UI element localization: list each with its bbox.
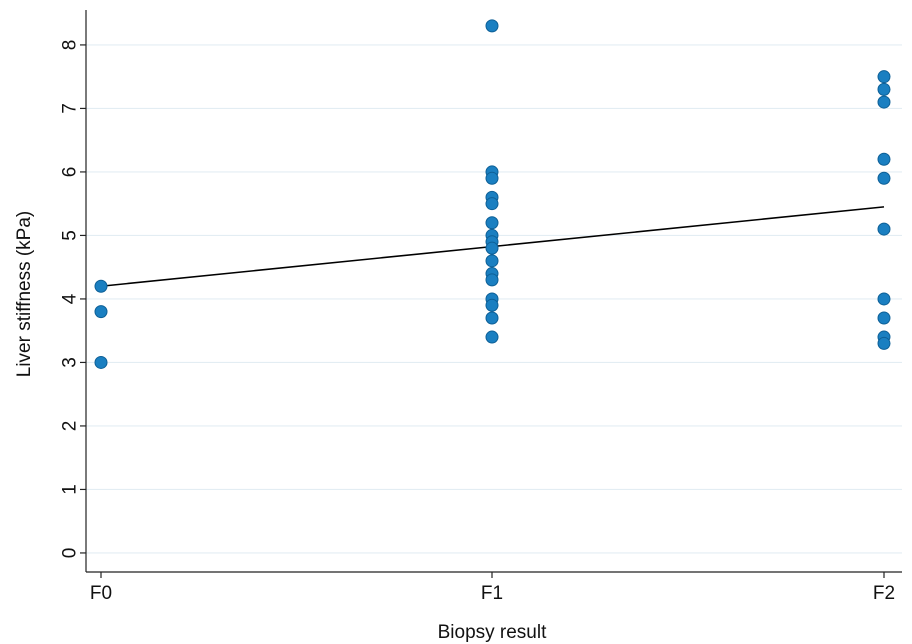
y-tick-label-0: 0: [60, 548, 81, 559]
data-point: [485, 298, 499, 312]
data-point: [94, 305, 108, 319]
data-point: [877, 152, 891, 166]
data-point: [877, 222, 891, 236]
data-point: [485, 197, 499, 211]
data-point: [94, 355, 108, 369]
y-tick-label-2: 2: [60, 421, 81, 432]
data-point: [877, 171, 891, 185]
y-tick-label-3: 3: [60, 357, 81, 368]
data-point: [485, 311, 499, 325]
data-point: [877, 95, 891, 109]
data-point: [877, 311, 891, 325]
y-tick-label-8: 8: [60, 40, 81, 51]
axes: 0 1 2 3 4 5 6 7 8 F0 F1 F2: [60, 10, 902, 604]
data-point: [485, 330, 499, 344]
data-point: [485, 216, 499, 230]
x-tick-label-F2: F2: [873, 583, 895, 604]
data-point: [877, 336, 891, 350]
y-tick-label-1: 1: [60, 484, 81, 495]
data-point: [485, 241, 499, 255]
data-point: [877, 292, 891, 306]
data-point: [485, 273, 499, 287]
y-tick-label-6: 6: [60, 167, 81, 178]
data-point: [485, 171, 499, 185]
y-tick-label-7: 7: [60, 103, 81, 114]
data-points: [94, 19, 891, 369]
data-point: [485, 19, 499, 33]
x-tick-label-F1: F1: [481, 583, 503, 604]
x-axis-title: Biopsy result: [438, 622, 547, 643]
data-point: [94, 279, 108, 293]
y-tick-label-5: 5: [60, 230, 81, 241]
y-tick-label-4: 4: [60, 293, 81, 304]
data-point: [485, 254, 499, 268]
y-axis-title: Liver stiffness (kPa): [14, 211, 35, 377]
x-tick-label-F0: F0: [90, 583, 112, 604]
data-point: [877, 70, 891, 84]
data-point: [877, 82, 891, 96]
